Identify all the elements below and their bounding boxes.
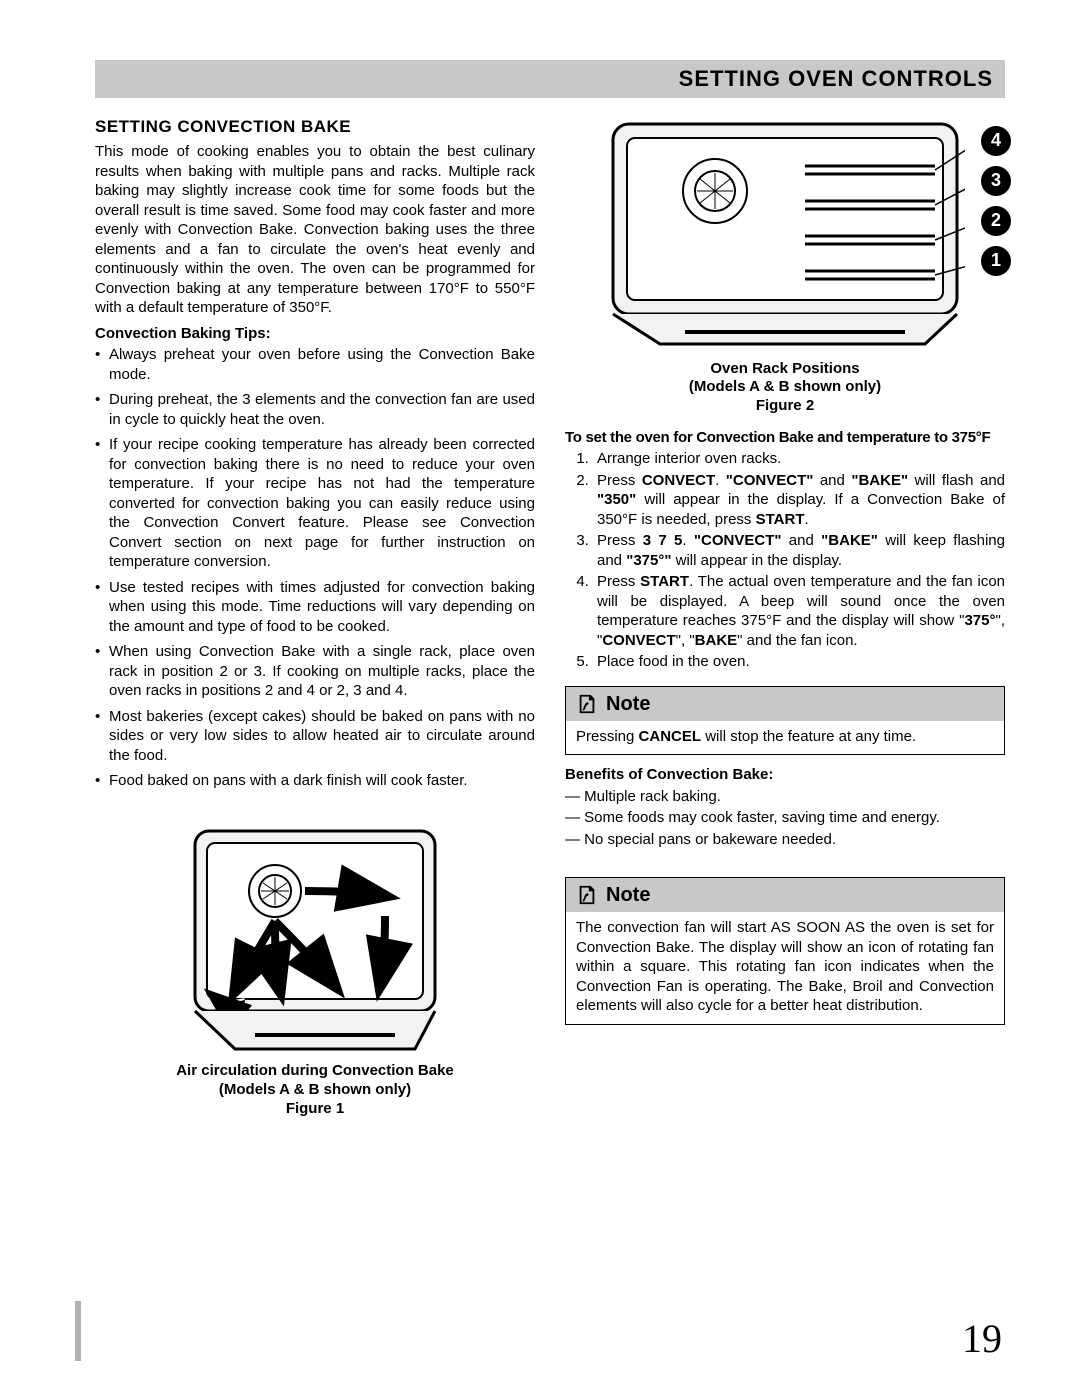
benefits-list: — Multiple rack baking.— Some foods may …	[565, 787, 1005, 850]
right-column: 4321 Oven Rack Positions (Models A & B s…	[565, 116, 1005, 1118]
step-item: Press 3 7 5. "CONVECT" and "BAKE" will k…	[593, 531, 1005, 570]
note-box-1: Note Pressing CANCEL will stop the featu…	[565, 686, 1005, 756]
oven-airflow-diagram	[185, 821, 445, 1057]
instructions-heading: To set the oven for Convection Bake and …	[565, 428, 1005, 448]
section-heading: SETTING CONVECTION BAKE	[95, 116, 535, 138]
step-item: Arrange interior oven racks.	[593, 449, 1005, 469]
footer-rule	[75, 1301, 81, 1361]
page-number: 19	[962, 1313, 1002, 1365]
tip-item: During preheat, the 3 elements and the c…	[95, 390, 535, 429]
note-1-label: Note	[606, 691, 650, 717]
benefit-item: — Some foods may cook faster, saving tim…	[565, 808, 1005, 828]
tip-item: Use tested recipes with times adjusted f…	[95, 578, 535, 637]
note-2-header: Note	[566, 878, 1004, 912]
two-column-layout: SETTING CONVECTION BAKE This mode of coo…	[95, 116, 1005, 1118]
figure-1-caption: Air circulation during Convection Bake (…	[95, 1062, 535, 1118]
step-item: Place food in the oven.	[593, 652, 1005, 672]
note-box-2: Note The convection fan will start AS SO…	[565, 877, 1005, 1025]
step-item: Press START. The actual oven temperature…	[593, 572, 1005, 650]
rack-label-2: 2	[981, 206, 1011, 236]
note-icon	[576, 884, 598, 906]
figure-1: Air circulation during Convection Bake (…	[95, 821, 535, 1119]
intro-paragraph: This mode of cooking enables you to obta…	[95, 142, 535, 318]
page-header-title: SETTING OVEN CONTROLS	[679, 65, 993, 94]
figure-2-caption: Oven Rack Positions (Models A & B shown …	[565, 360, 1005, 416]
benefit-item: — No special pans or bakeware needed.	[565, 830, 1005, 850]
page-header: SETTING OVEN CONTROLS	[95, 60, 1005, 98]
figure-2: 4321	[565, 116, 1005, 352]
tip-item: Food baked on pans with a dark finish wi…	[95, 771, 535, 791]
left-column: SETTING CONVECTION BAKE This mode of coo…	[95, 116, 535, 1118]
rack-position-labels: 4 3 2 1	[981, 126, 1011, 276]
benefit-item: — Multiple rack baking.	[565, 787, 1005, 807]
tip-item: Most bakeries (except cakes) should be b…	[95, 707, 535, 766]
note-2-body: The convection fan will start AS SOON AS…	[566, 912, 1004, 1024]
rack-label-4: 4	[981, 126, 1011, 156]
tip-item: Always preheat your oven before using th…	[95, 345, 535, 384]
note-1-body: Pressing CANCEL will stop the feature at…	[566, 721, 1004, 755]
note-icon	[576, 693, 598, 715]
tips-list: Always preheat your oven before using th…	[95, 345, 535, 791]
steps-list: Arrange interior oven racks.Press CONVEC…	[565, 449, 1005, 672]
tips-heading: Convection Baking Tips:	[95, 324, 535, 344]
tip-item: If your recipe cooking temperature has a…	[95, 435, 535, 572]
oven-rack-diagram	[605, 116, 965, 352]
step-item: Press CONVECT. "CONVECT" and "BAKE" will…	[593, 471, 1005, 530]
tip-item: When using Convection Bake with a single…	[95, 642, 535, 701]
rack-label-1: 1	[981, 246, 1011, 276]
note-1-header: Note	[566, 687, 1004, 721]
benefits-heading: Benefits of Convection Bake:	[565, 765, 1005, 785]
note-2-label: Note	[606, 882, 650, 908]
rack-label-3: 3	[981, 166, 1011, 196]
